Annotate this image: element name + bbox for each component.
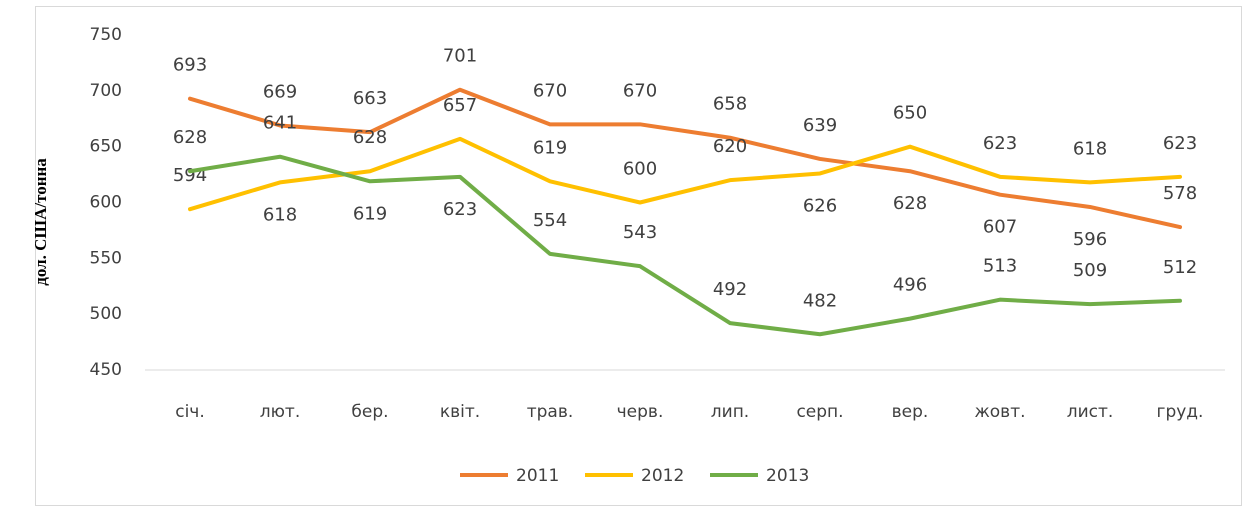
data-label: 554 <box>533 210 567 231</box>
x-tick-label: бер. <box>351 402 388 422</box>
data-label: 620 <box>713 136 747 157</box>
data-label: 650 <box>893 103 927 124</box>
data-label: 628 <box>353 127 387 148</box>
y-tick-label: 600 <box>90 193 122 213</box>
data-label: 492 <box>713 279 747 300</box>
data-label: 578 <box>1163 183 1197 204</box>
data-label: 669 <box>263 81 297 102</box>
data-label: 663 <box>353 88 387 109</box>
data-label: 513 <box>983 256 1017 277</box>
legend-label: 2013 <box>766 466 809 486</box>
x-tick-label: черв. <box>617 402 664 422</box>
data-label: 619 <box>533 137 567 158</box>
data-label: 693 <box>173 55 207 76</box>
data-label: 600 <box>623 159 657 180</box>
data-label: 496 <box>893 275 927 296</box>
x-tick-label: трав. <box>527 402 574 422</box>
data-label: 657 <box>443 95 477 116</box>
x-tick-label: вер. <box>892 402 929 422</box>
y-axis-title: дол. США/тонна <box>31 158 50 286</box>
data-label: 512 <box>1163 257 1197 278</box>
data-label: 670 <box>533 80 567 101</box>
x-tick-label: лист. <box>1067 402 1114 422</box>
legend-label: 2012 <box>641 466 684 486</box>
data-label: 628 <box>173 127 207 148</box>
data-label: 626 <box>803 195 837 216</box>
data-label: 619 <box>353 203 387 224</box>
series-line <box>188 87 1182 230</box>
data-label: 623 <box>1163 133 1197 154</box>
y-tick-label: 450 <box>90 360 122 380</box>
data-label: 623 <box>983 133 1017 154</box>
data-label: 623 <box>443 199 477 220</box>
y-tick-label: 700 <box>90 81 122 101</box>
y-tick-label: 550 <box>90 248 122 268</box>
series-line <box>188 136 1182 212</box>
y-tick-label: 650 <box>90 137 122 157</box>
data-label: 618 <box>1073 138 1107 159</box>
series-line <box>188 154 1182 337</box>
data-label: 670 <box>623 80 657 101</box>
data-label: 607 <box>983 217 1017 238</box>
data-label: 596 <box>1073 229 1107 250</box>
data-label: 701 <box>443 46 477 67</box>
x-tick-label: серп. <box>796 402 843 422</box>
x-tick-label: лют. <box>260 402 300 422</box>
y-tick-label: 750 <box>90 25 122 45</box>
x-tick-label: квіт. <box>440 402 480 422</box>
data-label: 509 <box>1073 260 1107 281</box>
data-label: 639 <box>803 115 837 136</box>
data-label: 482 <box>803 290 837 311</box>
y-tick-label: 500 <box>90 304 122 324</box>
legend-label: 2011 <box>516 466 559 486</box>
data-label: 658 <box>713 94 747 115</box>
x-tick-label: жовт. <box>974 402 1025 422</box>
data-label: 543 <box>623 222 657 243</box>
x-tick-label: лип. <box>711 402 749 422</box>
data-label: 618 <box>263 204 297 225</box>
data-label: 628 <box>893 193 927 214</box>
x-tick-label: січ. <box>175 402 205 422</box>
data-label: 641 <box>263 113 297 134</box>
x-tick-label: груд. <box>1157 402 1204 422</box>
